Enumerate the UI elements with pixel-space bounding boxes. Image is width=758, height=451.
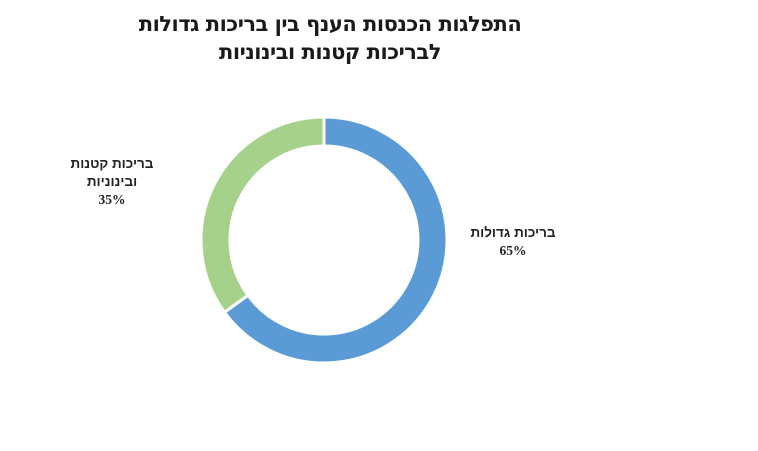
chart-title: התפלגות הכנסות הענף בין בריכות גדולות לב… bbox=[80, 10, 580, 66]
data-label-percent: 65% bbox=[499, 243, 527, 258]
data-label-name-line-2: ובינוניות bbox=[86, 174, 138, 189]
data-label-large-pools: בריכות גדולות 65% bbox=[458, 224, 568, 260]
chart-title-line-1: התפלגות הכנסות הענף בין בריכות גדולות bbox=[138, 12, 522, 36]
data-label-name-line-1: בריכות גדולות bbox=[470, 225, 556, 240]
donut-slice-large-pools bbox=[222, 115, 449, 365]
donut-slices bbox=[199, 115, 449, 365]
data-label-percent: 35% bbox=[98, 192, 126, 207]
donut-slice-small-medium-pools bbox=[199, 115, 326, 315]
chart-title-line-2: לבריכות קטנות ובינוניות bbox=[219, 40, 441, 64]
data-label-small-medium-pools: בריכות קטנות ובינוניות 35% bbox=[62, 155, 162, 209]
data-label-name-line-1: בריכות קטנות bbox=[70, 156, 154, 171]
